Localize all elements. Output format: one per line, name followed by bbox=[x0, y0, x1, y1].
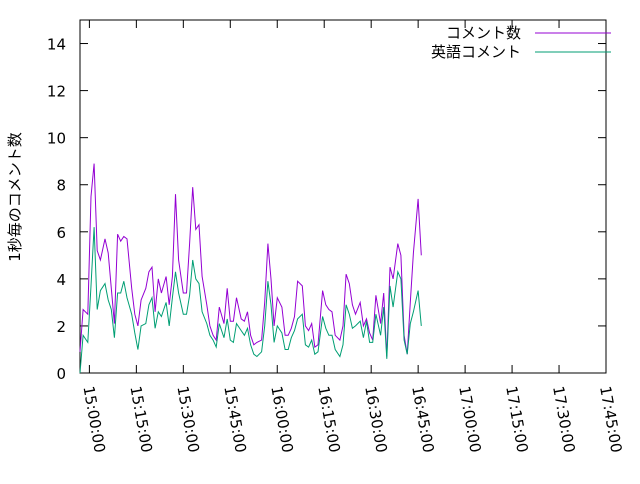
series-line-2 bbox=[79, 227, 422, 374]
x-tick-label: 16:15:00 bbox=[314, 385, 343, 454]
y-axis-label: 1秒毎のコメント数 bbox=[6, 132, 24, 262]
x-tick-label: 15:00:00 bbox=[79, 385, 108, 454]
x-tick-label: 15:30:00 bbox=[173, 385, 202, 454]
series-line-1 bbox=[79, 163, 422, 357]
y-tick-label: 8 bbox=[56, 177, 66, 195]
y-tick-label: 12 bbox=[47, 83, 66, 101]
x-tick-label: 17:00:00 bbox=[455, 385, 484, 454]
plot-frame bbox=[79, 19, 607, 374]
legend-label-2: 英語コメント bbox=[431, 43, 521, 61]
legend-label-1: コメント数 bbox=[446, 24, 521, 42]
y-tick-label: 10 bbox=[47, 130, 66, 148]
x-tick-label: 17:45:00 bbox=[596, 385, 625, 454]
y-tick-label: 0 bbox=[56, 365, 66, 383]
x-tick-label: 16:45:00 bbox=[408, 385, 437, 454]
y-tick-label: 6 bbox=[56, 224, 66, 242]
x-tick-label: 17:30:00 bbox=[549, 385, 578, 454]
x-tick-label: 17:15:00 bbox=[502, 385, 531, 454]
plot-border bbox=[79, 19, 607, 374]
x-tick-label: 16:30:00 bbox=[361, 385, 390, 454]
y-tick-label: 2 bbox=[56, 318, 66, 336]
series-layer bbox=[79, 163, 422, 374]
x-tick-label: 16:00:00 bbox=[267, 385, 296, 454]
x-tick-label: 15:15:00 bbox=[126, 385, 155, 454]
axis-ticks: 0 2 4 6 8 10 12 14 15:00:00 15:15:00 15:30:00 15:45… bbox=[47, 20, 625, 454]
y-tick-label: 14 bbox=[47, 36, 66, 54]
y-tick-label: 4 bbox=[56, 271, 66, 289]
x-tick-label: 15:45:00 bbox=[220, 385, 249, 454]
